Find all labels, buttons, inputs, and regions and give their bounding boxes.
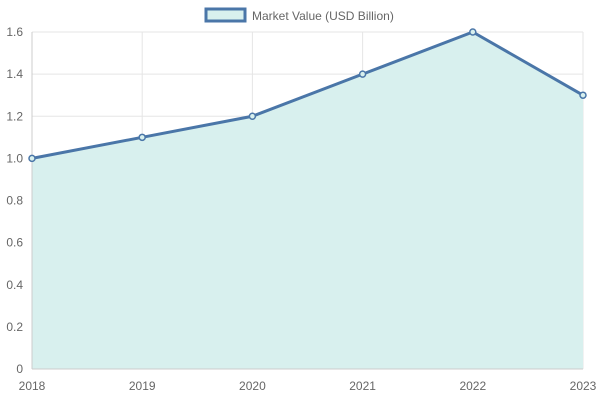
axes bbox=[31, 32, 583, 370]
series-area-fill bbox=[32, 32, 583, 369]
data-point[interactable] bbox=[138, 133, 146, 142]
data-point[interactable] bbox=[469, 28, 477, 36]
y-tick-label: 1.6 bbox=[6, 25, 23, 39]
legend[interactable]: Market Value (USD Billion) bbox=[204, 7, 394, 23]
y-tick-label: 0 bbox=[16, 362, 23, 376]
data-point[interactable] bbox=[358, 70, 367, 78]
series-line[interactable] bbox=[31, 30, 584, 160]
legend-swatch bbox=[204, 7, 247, 23]
y-tick-label: 1.2 bbox=[6, 109, 23, 123]
legend-label: Market Value (USD Billion) bbox=[252, 9, 394, 23]
y-tick-label: 1.0 bbox=[6, 151, 23, 165]
data-point[interactable] bbox=[28, 154, 36, 163]
y-tick-label: 0.8 bbox=[6, 194, 23, 208]
x-tick-label: 2022 bbox=[459, 379, 486, 393]
x-tick-label: 2021 bbox=[349, 379, 376, 393]
tick-labels: 0 0.2 0.4 0.6 0.8 1.0 1.2 1.4 1.6 2018 2019 2020 202… bbox=[6, 25, 596, 393]
y-tick-label: 1.4 bbox=[6, 67, 23, 81]
plot-area bbox=[31, 30, 584, 369]
x-tick-label: 2019 bbox=[129, 379, 156, 393]
x-tick-label: 2018 bbox=[19, 379, 46, 393]
data-point[interactable] bbox=[248, 112, 257, 120]
data-point[interactable] bbox=[579, 91, 587, 99]
y-tick-label: 0.2 bbox=[6, 320, 23, 334]
x-tick-label: 2020 bbox=[239, 379, 266, 393]
y-tick-label: 0.4 bbox=[6, 278, 23, 292]
x-tick-label: 2023 bbox=[570, 379, 597, 393]
y-tick-label: 0.6 bbox=[6, 236, 23, 250]
data-points bbox=[28, 28, 587, 163]
